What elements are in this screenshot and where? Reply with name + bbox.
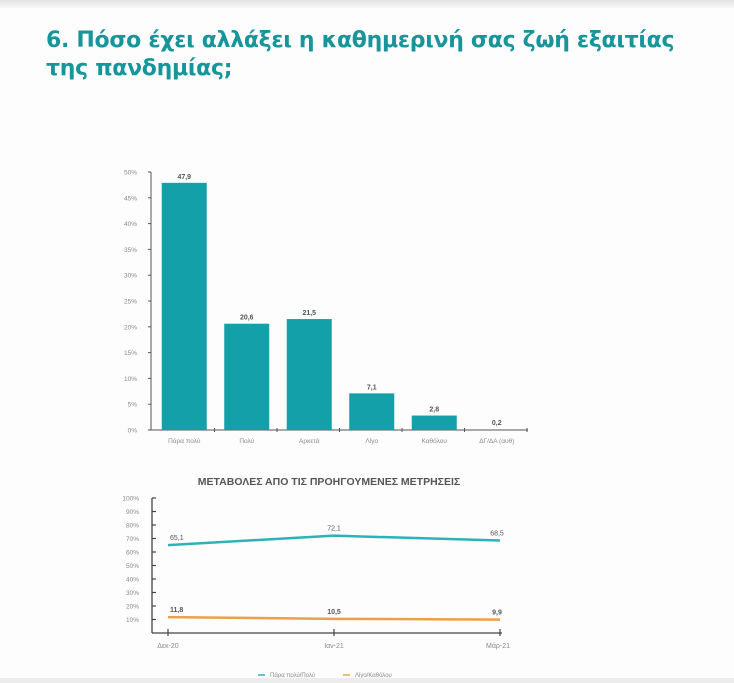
bar: [161, 182, 207, 430]
line-x-ticks: Δεκ-20 Ιαν-21 Μάρ-21: [157, 629, 510, 650]
bar-value-label: 21,5: [302, 310, 316, 317]
line-point-label: 65,1: [170, 535, 184, 542]
bar-y-tick-label: 40%: [124, 221, 137, 228]
bar: [286, 319, 332, 430]
line-y-tick-label: 100%: [122, 496, 139, 503]
bar: [349, 393, 395, 430]
bar-y-tick-label: 20%: [124, 324, 137, 331]
bar-category-label: Καθόλου: [422, 437, 448, 445]
page-title-line-2: της πανδημίας;: [46, 56, 233, 81]
top-edge: [0, 0, 734, 8]
line-chart: ΜΕΤΑΒΟΛΕΣ ΑΠΟ ΤΙΣ ΠΡΟΗΓΟΥΜΕΝΕΣ ΜΕΤΡΗΣΕΙΣ…: [122, 476, 510, 679]
bar-y-tick-label: 15%: [124, 350, 137, 357]
line-point-label: 11,8: [170, 607, 183, 614]
bar-value-label: 7,1: [367, 384, 377, 391]
line-point-label: 9,9: [492, 610, 502, 617]
line-series-2: [167, 615, 501, 621]
line-point-label: 68,5: [490, 531, 504, 538]
line-y-tick-label: 90%: [126, 509, 139, 516]
line-y-tick-label: 80%: [126, 523, 139, 530]
bar-category-label: Λίγο: [365, 437, 378, 445]
bar-y-tick-label: 5%: [128, 402, 138, 409]
line-y-ticks: 10% 20% 30% 40% 50% 60% 70% 80% 90% 100%: [122, 496, 156, 624]
page-title-line-1: 6. Πόσο έχει αλλάξει η καθημερινή σας ζω…: [46, 28, 675, 53]
line-y-tick-label: 10%: [126, 617, 139, 624]
bar-y-tick-label: 50%: [124, 170, 137, 177]
bar-value-label: 20,6: [240, 315, 254, 322]
bottom-edge: [0, 678, 734, 683]
line-y-tick-label: 50%: [126, 563, 139, 570]
line-legend: Πάρα πολύ/Πολύ Λίγο/Καθόλου: [258, 672, 392, 679]
line-point-label: 72,1: [327, 526, 341, 533]
page-title: 6. Πόσο έχει αλλάξει η καθημερινή σας ζω…: [46, 27, 686, 83]
bar-category-label: Αρκετά: [299, 437, 320, 445]
line-y-tick-label: 60%: [126, 550, 139, 557]
bar: [411, 415, 457, 430]
legend-label: Πάρα πολύ/Πολύ: [270, 672, 315, 679]
line-series: 65,1 72,1 68,5 11,8 10,5 9,9: [167, 526, 504, 621]
bar-y-tick-label: 0%: [128, 428, 138, 435]
bar-y-tick-label: 10%: [124, 376, 137, 383]
bar-y-ticks: 0% 5% 10% 15% 20% 25% 30% 35% 40% 45% 50%: [124, 170, 151, 435]
line-x-tick-label: Ιαν-21: [324, 643, 344, 650]
line-series-1: [167, 534, 501, 547]
bar-series: 47,9 20,6 21,5 7,1 2,8 0,2: [161, 174, 502, 430]
bar-value-label: 47,9: [177, 174, 191, 181]
bar: [224, 323, 270, 430]
line-y-tick-label: 20%: [126, 604, 139, 611]
bar-value-label: 0,2: [492, 420, 502, 427]
bar-y-tick-label: 35%: [124, 247, 137, 254]
bar-category-label: Πάρα πολύ: [168, 437, 201, 445]
bar-y-tick-label: 25%: [124, 299, 137, 306]
bar-chart: 0% 5% 10% 15% 20% 25% 30% 35% 40% 45% 50% 47,9 20,6…: [124, 170, 528, 445]
line-chart-title: ΜΕΤΑΒΟΛΕΣ ΑΠΟ ΤΙΣ ΠΡΟΗΓΟΥΜΕΝΕΣ ΜΕΤΡΗΣΕΙΣ: [198, 476, 460, 488]
bar-value-label: 2,8: [429, 407, 439, 414]
bar-y-tick-label: 30%: [124, 273, 137, 280]
legend-label: Λίγο/Καθόλου: [355, 672, 392, 679]
line-x-tick-label: Δεκ-20: [157, 643, 179, 650]
line-y-tick-label: 40%: [126, 577, 139, 584]
bar-category-label: Πολύ: [239, 437, 254, 445]
line-y-tick-label: 70%: [126, 536, 139, 543]
bar-x-labels: Πάρα πολύ Πολύ Αρκετά Λίγο Καθόλου ΔΓ/ΔΑ (αυθ…: [168, 428, 528, 445]
bar-y-tick-label: 45%: [124, 195, 137, 202]
line-point-label: 10,5: [327, 609, 341, 616]
line-y-tick-label: 30%: [126, 590, 139, 597]
bar-category-label: ΔΓ/ΔΑ (αυθ): [479, 438, 514, 445]
line-x-tick-label: Μάρ-21: [486, 642, 510, 650]
